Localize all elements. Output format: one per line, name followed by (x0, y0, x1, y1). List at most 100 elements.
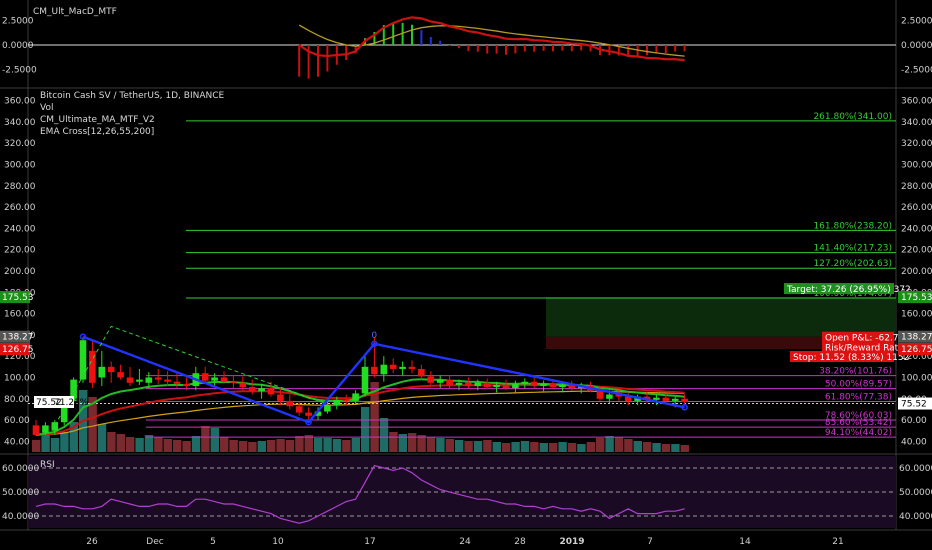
price-tick-right: 160.00 (901, 310, 932, 320)
candle-body (286, 400, 294, 407)
candle-body (352, 393, 359, 401)
volume-bar (408, 433, 417, 452)
candle-body (549, 383, 557, 388)
volume-bar (50, 438, 60, 452)
stop-label: Stop: 11.52 (8.33%) 1152 (793, 353, 909, 363)
candle-body (540, 383, 547, 386)
candle-body (98, 366, 106, 378)
volume-bar (342, 440, 351, 452)
volume-bar (473, 441, 483, 452)
macd-tick-left: 0.0000 (2, 41, 34, 51)
price-tick-left: 120.00 (4, 352, 36, 362)
position-labels: Target: 37.26 (26.95%) 372 Open P&L: -62.… (784, 283, 911, 363)
price-tick-left: 160.00 (4, 310, 36, 320)
volume-bar (426, 437, 436, 452)
candle-body (277, 394, 284, 401)
candle-body (79, 340, 87, 380)
volume-bar (464, 441, 473, 452)
candle-body (32, 425, 40, 435)
price-badge-left-box (0, 291, 30, 304)
candle-body (89, 350, 96, 383)
candle-body (615, 394, 623, 397)
x-tick: 14 (739, 537, 751, 547)
pattern-point (305, 418, 312, 426)
volume-bar (436, 438, 445, 452)
candle-body (295, 406, 303, 413)
chart-title: Bitcoin Cash SV / TetherUS, 1D, BINANCE (40, 91, 225, 101)
volume-bar (332, 439, 342, 452)
macd-tick-right: -2.5000 (901, 65, 932, 75)
candle-body (521, 381, 529, 384)
candle-body (305, 412, 312, 416)
fib-label: 38.20%(101.76) (819, 367, 892, 377)
current-price-left-pct: 71.21% (54, 398, 89, 408)
candle-body (389, 364, 397, 369)
volume-bar (549, 443, 558, 452)
price-pane: Bitcoin Cash SV / TetherUS, 1D, BINANCE … (0, 91, 932, 452)
volume-bar (88, 397, 97, 452)
x-tick: 10 (272, 537, 284, 547)
position-tool (546, 297, 896, 349)
volume-bar (492, 442, 501, 452)
macd-axis: 2.5000 2.5000 0.0000 0.0000 -2.5000 -2.5000 (2, 17, 932, 76)
rsi-tick-left: 60.0000 (2, 464, 39, 474)
time-axis: 26 Dec 5 10 17 24 28 2019 7 14 21 (86, 537, 843, 547)
candle-body (596, 390, 604, 399)
current-price-left: 75.52 71.21% (34, 396, 89, 408)
stop-label-box (790, 350, 894, 362)
volume-bar (154, 437, 163, 452)
indicator-ma: CM_Ultimate_MA_MTF_V2 (40, 115, 155, 125)
candle-body (436, 379, 444, 383)
fib-label: 261.80%(341.00) (813, 112, 892, 122)
rsi-tick-left: 50.0000 (2, 488, 39, 498)
rsi-path (35, 464, 685, 524)
volume-bar (511, 442, 520, 452)
volume-bar (116, 434, 125, 452)
price-badge: 138.27 (901, 333, 932, 343)
open-pnl-label: Open P&L: -62.75 (825, 334, 904, 344)
fib-label: 50.00%(89.57) (825, 380, 892, 390)
x-tick: 7 (647, 537, 653, 547)
volume-bar (520, 441, 530, 452)
fib-label: 94.10%(44.02) (825, 428, 892, 438)
macd-tick-right: 0.0000 (901, 41, 932, 51)
candle-body (51, 422, 59, 431)
volume-bar (398, 434, 407, 452)
candle-body (60, 400, 68, 423)
volume-bar (229, 440, 238, 452)
price-tick-left: 340.00 (4, 118, 36, 128)
volume-bar (361, 407, 370, 452)
volume-bar (267, 440, 276, 452)
price-badge-left: 126.75 (2, 345, 34, 355)
rsi-axis: 40.0000 40.0000 50.0000 50.0000 60.0000 60.00… (2, 464, 932, 522)
price-tick-right: 100.00 (901, 373, 932, 383)
price-tick-right: 220.00 (901, 246, 932, 256)
candle-body (427, 376, 435, 383)
volume-bar (163, 439, 172, 452)
volume-bar (135, 438, 144, 452)
volume-bar (314, 438, 323, 452)
candle-body (230, 381, 237, 383)
candle-body (267, 388, 275, 395)
candle-body (361, 366, 369, 394)
volume-bar (191, 436, 201, 452)
volume-bar (502, 443, 511, 452)
volume-bar (445, 439, 454, 452)
price-tick-left: 360.00 (4, 97, 36, 107)
volume-bar (107, 432, 116, 452)
candle-body (314, 411, 322, 416)
volume-bar (370, 382, 379, 452)
candle-body (371, 366, 378, 375)
candle-body (258, 388, 265, 392)
pattern-point (79, 333, 87, 340)
candle-body (117, 372, 124, 378)
price-tick-right: 300.00 (901, 161, 932, 171)
volume-bar (144, 435, 154, 452)
candle-body (512, 383, 519, 389)
volume-bar (276, 439, 285, 452)
fib-label: 127.20%(202.63) (813, 259, 892, 269)
volume-bar (671, 444, 680, 452)
macd-histogram (298, 22, 686, 79)
price-axis: 40.0040.0060.0060.0080.0080.00100.00100.… (4, 97, 932, 448)
volume-bar (567, 443, 577, 452)
